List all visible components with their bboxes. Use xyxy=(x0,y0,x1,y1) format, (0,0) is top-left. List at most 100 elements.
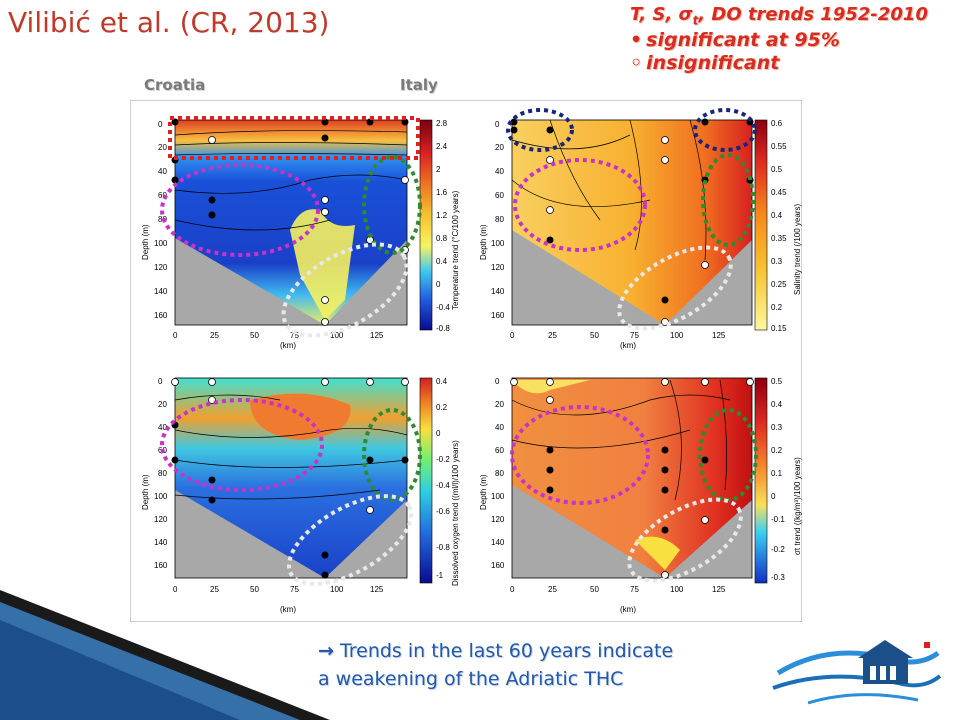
y-tick: 100 xyxy=(154,492,168,501)
x-axis-label: (km) xyxy=(280,341,296,350)
colorbar-tick: -0.6 xyxy=(436,507,450,516)
y-tick: 60 xyxy=(495,446,504,455)
white-highlight xyxy=(617,245,733,331)
y-tick: 20 xyxy=(495,143,504,152)
colorbar-tick: -0.8 xyxy=(436,543,450,552)
colorbar-tick: 2 xyxy=(436,165,441,174)
x-tick: 125 xyxy=(712,585,726,594)
colorbar-tick: 0.8 xyxy=(436,234,448,243)
y-tick: 140 xyxy=(154,287,168,296)
seabed-shape xyxy=(325,500,407,578)
y-tick: 80 xyxy=(495,469,504,478)
x-tick: 75 xyxy=(290,585,299,594)
filled-bullet-icon: • xyxy=(630,28,643,51)
legend-box: T, S, σt, DO trends 1952-2010 • significa… xyxy=(630,4,928,76)
colorbar-tick: 0.5 xyxy=(771,377,783,386)
insignificant-stations xyxy=(171,378,409,514)
seabed-shape xyxy=(512,485,665,578)
y-tick: 0 xyxy=(495,120,500,129)
green-highlight xyxy=(362,408,422,502)
x-tick: 50 xyxy=(590,585,599,594)
x-tick: 75 xyxy=(630,585,639,594)
magenta-highlight xyxy=(513,158,647,252)
y-tick: 120 xyxy=(154,515,168,524)
colorbar-tick: -0.8 xyxy=(436,324,450,333)
colorbar-tick: 0.2 xyxy=(436,403,448,412)
colorbar-label: Temperature trend (°C/100 years) xyxy=(451,190,460,310)
colorbar-tick: 0.15 xyxy=(771,324,787,333)
colorbar xyxy=(419,119,433,331)
y-tick: 140 xyxy=(491,538,505,547)
red-highlight-surface xyxy=(168,116,420,160)
insignificant-stations xyxy=(208,136,409,326)
oxygen-increase-patch xyxy=(250,393,351,440)
contour-lines xyxy=(174,130,408,231)
conclusion-line-1: → Trends in the last 60 years indicate xyxy=(318,640,674,662)
x-axis-label: (km) xyxy=(280,605,296,614)
y-tick: 100 xyxy=(154,239,168,248)
y-axis-label: Depth (m) xyxy=(479,224,488,260)
y-tick: 40 xyxy=(158,423,167,432)
conclusion-text: → Trends in the last 60 years indicate a … xyxy=(318,637,673,693)
contour-lines xyxy=(511,119,707,261)
x-tick: 0 xyxy=(173,331,178,340)
colorbar-tick: 0.3 xyxy=(771,423,783,432)
white-highlight xyxy=(627,497,743,583)
x-tick: 125 xyxy=(370,585,384,594)
colorbar-tick: -0.2 xyxy=(436,455,450,464)
colorbar-tick: 0 xyxy=(436,429,441,438)
insignificant-stations xyxy=(546,136,709,326)
panel-axes xyxy=(511,119,753,326)
contour-lines xyxy=(511,379,731,501)
green-highlight xyxy=(362,155,422,255)
bottom-patch xyxy=(635,536,680,570)
colorbar xyxy=(754,377,768,584)
navy-highlight xyxy=(506,108,574,152)
colorbar-tick: 0.2 xyxy=(771,446,783,455)
legend-insignificant: ◦ insignificant xyxy=(630,52,780,75)
x-tick: 50 xyxy=(250,331,259,340)
colorbar-tick: 0.6 xyxy=(771,119,783,128)
x-tick: 100 xyxy=(670,331,684,340)
colorbar-tick: 0.55 xyxy=(771,142,787,151)
y-tick: 0 xyxy=(158,120,163,129)
magenta-highlight xyxy=(160,398,324,492)
y-tick: 120 xyxy=(491,515,505,524)
significant-stations xyxy=(546,446,709,534)
colorbar-tick: 0.4 xyxy=(436,377,448,386)
colorbar-tick: 1.2 xyxy=(436,211,448,220)
colorbar-tick: 0.35 xyxy=(771,234,787,243)
x-tick: 100 xyxy=(330,585,344,594)
significant-stations xyxy=(171,421,409,579)
y-tick: 0 xyxy=(158,377,163,386)
y-tick: 100 xyxy=(491,239,505,248)
institute-logo xyxy=(772,640,942,705)
colorbar-tick: -0.4 xyxy=(436,303,450,312)
conclusion-line-2: a weakening of the Adriatic THC xyxy=(318,668,624,690)
y-tick: 120 xyxy=(154,263,168,272)
hollow-bullet-icon: ◦ xyxy=(630,52,643,75)
x-tick: 100 xyxy=(330,331,344,340)
seabed-shape xyxy=(175,490,325,578)
colorbar-tick: 0.5 xyxy=(771,165,783,174)
colorbar xyxy=(754,119,768,331)
x-tick: 125 xyxy=(370,331,384,340)
surface-patch xyxy=(512,380,590,394)
decorative-wedge xyxy=(0,590,330,720)
y-tick: 120 xyxy=(491,263,505,272)
colorbar-tick: 1.6 xyxy=(436,188,448,197)
x-tick: 0 xyxy=(510,331,515,340)
y-axis-label: Depth (m) xyxy=(479,474,488,510)
y-tick: 60 xyxy=(495,191,504,200)
x-tick: 25 xyxy=(210,331,219,340)
x-axis-label: (km) xyxy=(620,605,636,614)
x-tick: 75 xyxy=(630,331,639,340)
y-tick: 40 xyxy=(495,423,504,432)
colorbar-tick: 0 xyxy=(436,280,441,289)
seabed-shape xyxy=(665,240,752,325)
colorbar-tick: -0.4 xyxy=(436,481,450,490)
colorbar-tick: 0 xyxy=(771,492,776,501)
insignificant-stations xyxy=(510,378,754,579)
x-tick: 0 xyxy=(173,585,178,594)
y-tick: 160 xyxy=(491,311,505,320)
